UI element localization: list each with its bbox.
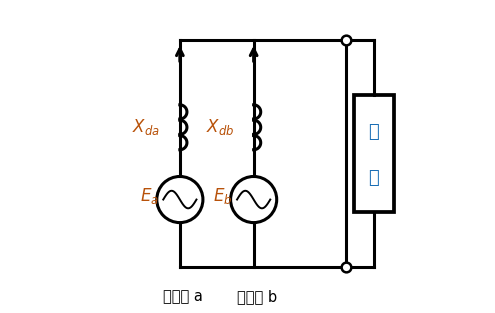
Text: $E_a$: $E_a$ (140, 187, 158, 207)
Text: $X_{da}$: $X_{da}$ (132, 117, 160, 137)
Text: 발전기 b: 발전기 b (237, 289, 277, 304)
Text: $E_b$: $E_b$ (213, 187, 233, 207)
Text: 부: 부 (368, 123, 379, 141)
Text: 발전기 a: 발전기 a (163, 289, 203, 304)
Text: $X_{db}$: $X_{db}$ (205, 117, 234, 137)
Text: 하: 하 (368, 169, 379, 187)
Bar (353, 95, 394, 212)
